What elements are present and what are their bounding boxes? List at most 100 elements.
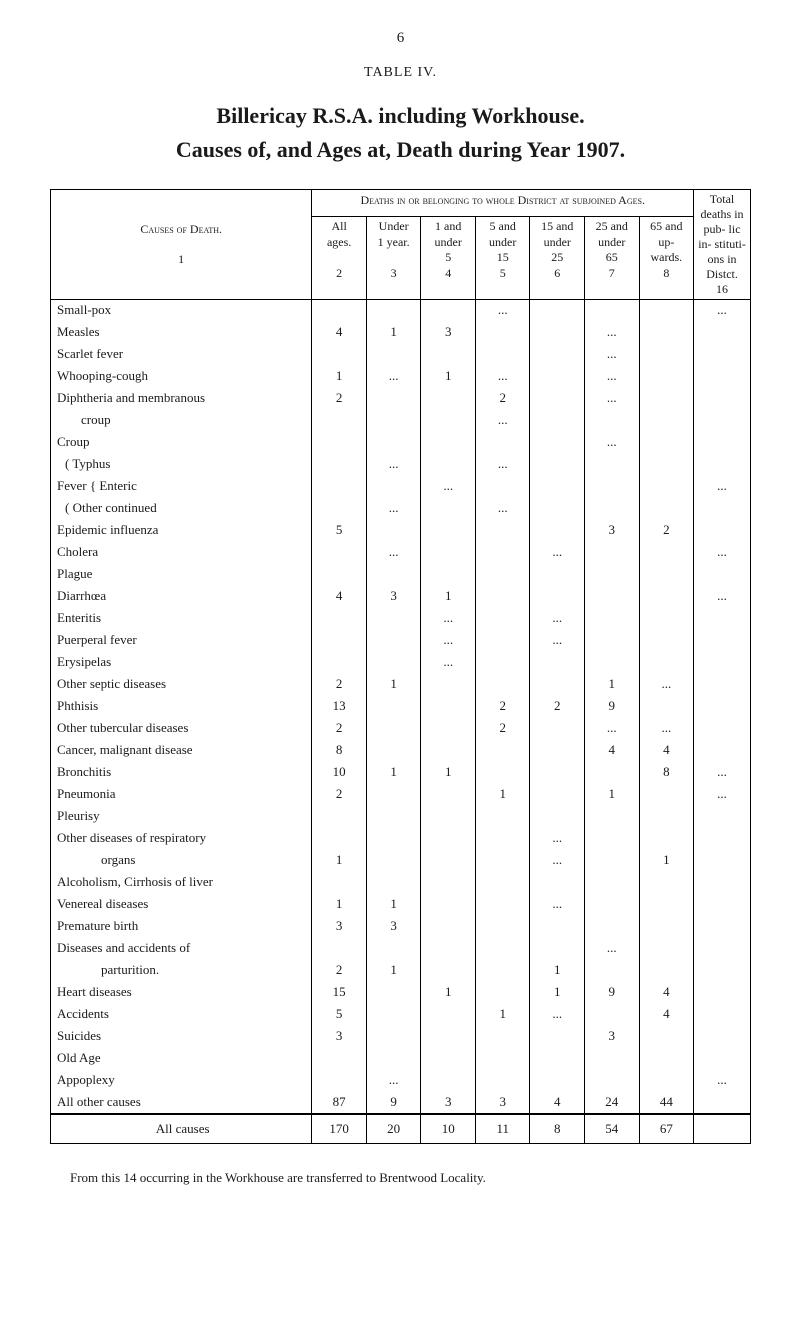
age-col-header: Allages.2 [312,217,367,300]
cause-cell: Plague [51,564,312,586]
value-cell: ... [530,608,585,630]
value-cell [639,784,694,806]
age-col-idx: 7 [609,266,615,280]
cause-cell: Croup [51,432,312,454]
value-cell: 2 [639,520,694,542]
value-cell: 3 [585,520,640,542]
value-cell: ... [421,652,476,674]
value-cell [639,564,694,586]
value-cell [366,564,421,586]
value-cell: 2 [312,388,367,410]
totals-cell: 10 [421,1114,476,1144]
value-cell [530,344,585,366]
cause-cell: ( Other continued [51,498,312,520]
page-number: 6 [50,30,751,47]
value-cell [585,806,640,828]
value-cell: ... [366,1070,421,1092]
value-cell [366,1026,421,1048]
value-cell [421,938,476,960]
value-cell [585,586,640,608]
table-row: croup... [51,410,751,432]
value-cell [639,828,694,850]
cause-cell: Premature birth [51,916,312,938]
value-cell [639,1026,694,1048]
value-cell: 87 [312,1092,367,1114]
value-cell [475,322,530,344]
value-cell [639,388,694,410]
value-cell [421,542,476,564]
cause-cell: Suicides [51,1026,312,1048]
value-cell [475,1070,530,1092]
value-cell: ... [530,828,585,850]
value-cell [585,1070,640,1092]
value-cell: ... [639,674,694,696]
value-cell [530,1070,585,1092]
table-row: Cancer, malignant disease844 [51,740,751,762]
value-cell: 4 [639,740,694,762]
age-col-l2: under [598,235,625,249]
value-cell [421,784,476,806]
age-col-header: 15 andunder256 [530,217,585,300]
age-col-l1: 1 and [435,219,461,233]
value-cell [312,828,367,850]
age-col-l1: 5 and [490,219,516,233]
age-col-l2: ages. [327,235,351,249]
cause-cell: Bronchitis [51,762,312,784]
value-cell [421,894,476,916]
value-cell [475,982,530,1004]
table-row: ( Typhus...... [51,454,751,476]
value-cell [694,498,751,520]
value-cell [585,872,640,894]
value-cell: 1 [585,784,640,806]
value-cell [366,652,421,674]
value-cell: 1 [421,366,476,388]
value-cell [694,344,751,366]
age-col-idx: 4 [445,266,451,280]
value-cell [475,630,530,652]
value-cell: 44 [639,1092,694,1114]
age-col-l1: 25 and [596,219,628,233]
cause-cell: Diarrhœa [51,586,312,608]
value-cell [421,806,476,828]
value-cell [530,410,585,432]
value-cell [312,498,367,520]
value-cell [639,432,694,454]
causes-index: 1 [178,252,184,266]
value-cell: ... [694,1070,751,1092]
table-row: Cholera......... [51,542,751,564]
age-col-l2: under [435,235,462,249]
value-cell [694,850,751,872]
value-cell: 1 [366,960,421,982]
table-row: Premature birth33 [51,916,751,938]
table-row: Venereal diseases11... [51,894,751,916]
table-row: Suicides33 [51,1026,751,1048]
value-cell [475,542,530,564]
value-cell: 1 [530,960,585,982]
table-row: Diseases and accidents of... [51,938,751,960]
value-cell [366,740,421,762]
value-cell [312,630,367,652]
cause-cell: Other tubercular diseases [51,718,312,740]
value-cell [530,872,585,894]
value-cell [421,960,476,982]
age-col-l1: 15 and [541,219,573,233]
value-cell [312,938,367,960]
value-cell: 3 [421,1092,476,1114]
value-cell: ... [694,542,751,564]
value-cell: 1 [475,1004,530,1026]
value-cell: 4 [639,982,694,1004]
value-cell [530,1048,585,1070]
value-cell: ... [694,762,751,784]
totals-cell: 11 [475,1114,530,1144]
value-cell [366,718,421,740]
value-cell: 2 [475,388,530,410]
table-row: Fever { Enteric...... [51,476,751,498]
value-cell [366,520,421,542]
age-col-l3: 65 [606,250,618,264]
age-col-header: 65 andup-wards.8 [639,217,694,300]
cause-cell: Enteritis [51,608,312,630]
value-cell: ... [585,366,640,388]
value-cell [475,894,530,916]
value-cell [475,432,530,454]
cause-cell: ( Typhus [51,454,312,476]
